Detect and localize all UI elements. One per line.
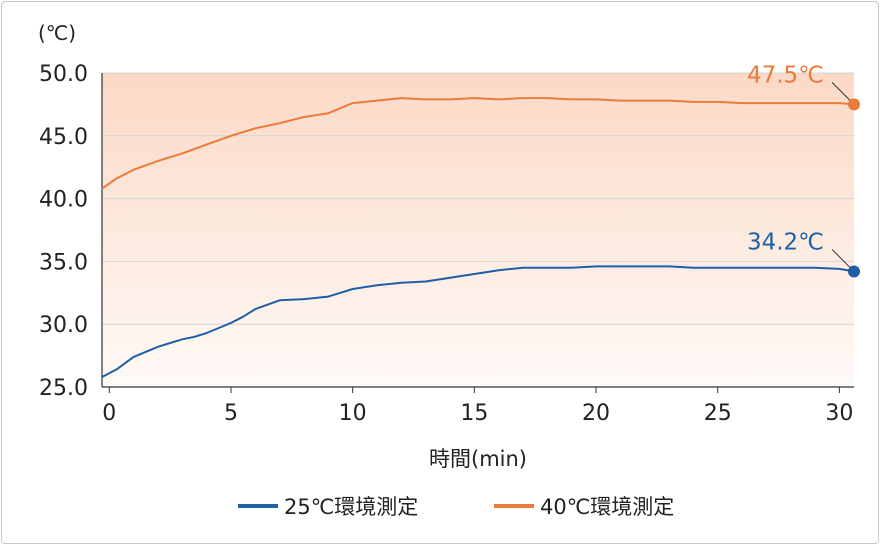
legend-label: 40℃環境測定 xyxy=(540,495,674,519)
series-line xyxy=(101,97,855,190)
y-axis-ticks: 50.0 45.0 40.0 35.0 30.0 25.0 xyxy=(39,62,88,401)
x-tick-label: 20 xyxy=(582,401,610,426)
y-tick-label: 45.0 xyxy=(39,125,88,150)
x-tick-label: 5 xyxy=(224,401,238,426)
y-tick-label: 30.0 xyxy=(39,313,88,338)
series-endpoint xyxy=(848,98,860,111)
series-endpoint xyxy=(848,265,860,278)
label-leader-line xyxy=(831,82,851,101)
x-tick-label: 0 xyxy=(102,401,116,426)
x-axis-label: 時間(min) xyxy=(429,447,527,471)
y-tick-label: 40.0 xyxy=(39,188,88,213)
series-end-label: 47.5℃ xyxy=(747,62,824,88)
x-axis-ticks: 0 5 10 15 20 25 30 xyxy=(102,387,853,426)
series-line xyxy=(101,265,855,378)
x-tick-label: 30 xyxy=(825,401,853,426)
y-tick-label: 35.0 xyxy=(39,250,88,275)
series-end-label: 34.2℃ xyxy=(747,229,824,255)
legend-label: 25℃環境測定 xyxy=(284,495,418,519)
label-leader-line xyxy=(831,249,851,268)
series-group: 34.2℃ 47.5℃ xyxy=(101,62,860,378)
y-tick-label: 25.0 xyxy=(39,376,88,401)
x-tick-label: 25 xyxy=(704,401,732,426)
x-tick-label: 15 xyxy=(460,401,488,426)
y-axis-unit-label: (℃) xyxy=(38,21,76,45)
legend: 25℃環境測定 40℃環境測定 xyxy=(238,495,674,519)
y-tick-label: 50.0 xyxy=(39,62,88,87)
x-tick-label: 10 xyxy=(339,401,367,426)
plot-background xyxy=(102,73,854,387)
